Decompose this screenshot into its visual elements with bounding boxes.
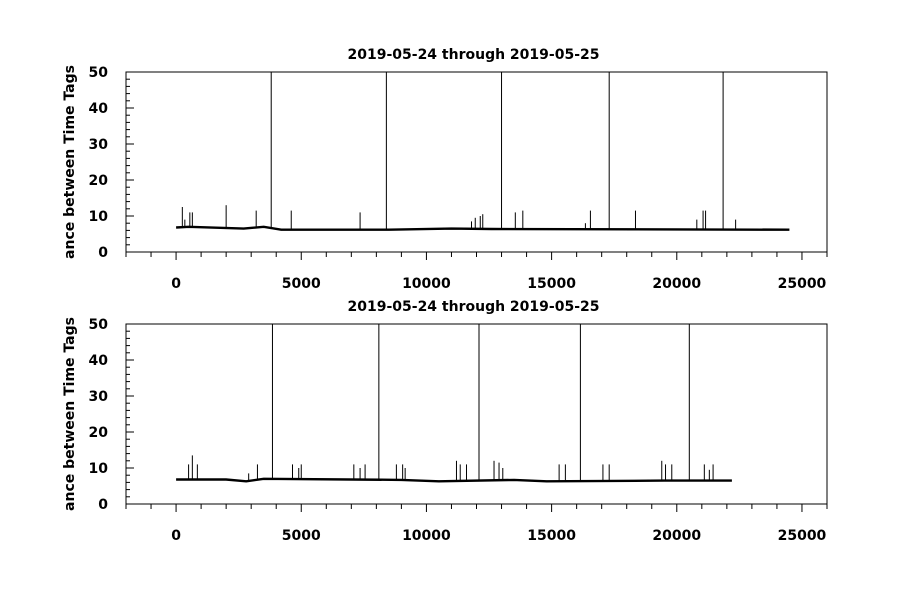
y-axis-label: ance between Time Tags <box>62 317 78 511</box>
x-tick-label: 20000 <box>652 276 701 292</box>
x-tick-label: 20000 <box>652 528 701 544</box>
y-tick-label: 50 <box>89 65 109 81</box>
top-plot: 2019-05-24 through 2019-05-25 ance betwee… <box>62 47 828 292</box>
y-tick-label: 20 <box>89 173 109 189</box>
x-tick-label: 0 <box>171 276 181 292</box>
x-tick-label: 10000 <box>402 276 451 292</box>
x-tick-label: 10000 <box>402 528 451 544</box>
y-tick-label: 30 <box>89 389 109 405</box>
x-tick-label: 25000 <box>778 528 827 544</box>
x-tick-label: 15000 <box>527 276 576 292</box>
y-tick-label: 50 <box>89 317 109 333</box>
plot-frame <box>125 323 828 505</box>
y-axis-label: ance between Time Tags <box>62 65 78 259</box>
x-tick-label: 15000 <box>527 528 576 544</box>
y-tick-label: 40 <box>89 353 109 369</box>
chart-title: 2019-05-24 through 2019-05-25 <box>348 299 600 315</box>
y-tick-label: 20 <box>89 425 109 441</box>
x-tick-label: 25000 <box>778 276 827 292</box>
y-tick-label: 0 <box>98 245 108 261</box>
series-baseline-line <box>176 477 732 483</box>
y-tick-label: 10 <box>89 209 109 225</box>
y-tick-label: 30 <box>89 137 109 153</box>
plot-frame <box>125 71 828 253</box>
y-tick-label: 10 <box>89 461 109 477</box>
chart-title: 2019-05-24 through 2019-05-25 <box>348 47 600 63</box>
x-tick-label: 5000 <box>282 528 321 544</box>
x-tick-label: 0 <box>171 528 181 544</box>
y-tick-label: 40 <box>89 101 109 117</box>
bottom-plot: 2019-05-24 through 2019-05-25 ance betwee… <box>62 299 828 544</box>
series-baseline-line <box>176 225 790 231</box>
x-tick-label: 5000 <box>282 276 321 292</box>
y-tick-label: 0 <box>98 497 108 513</box>
